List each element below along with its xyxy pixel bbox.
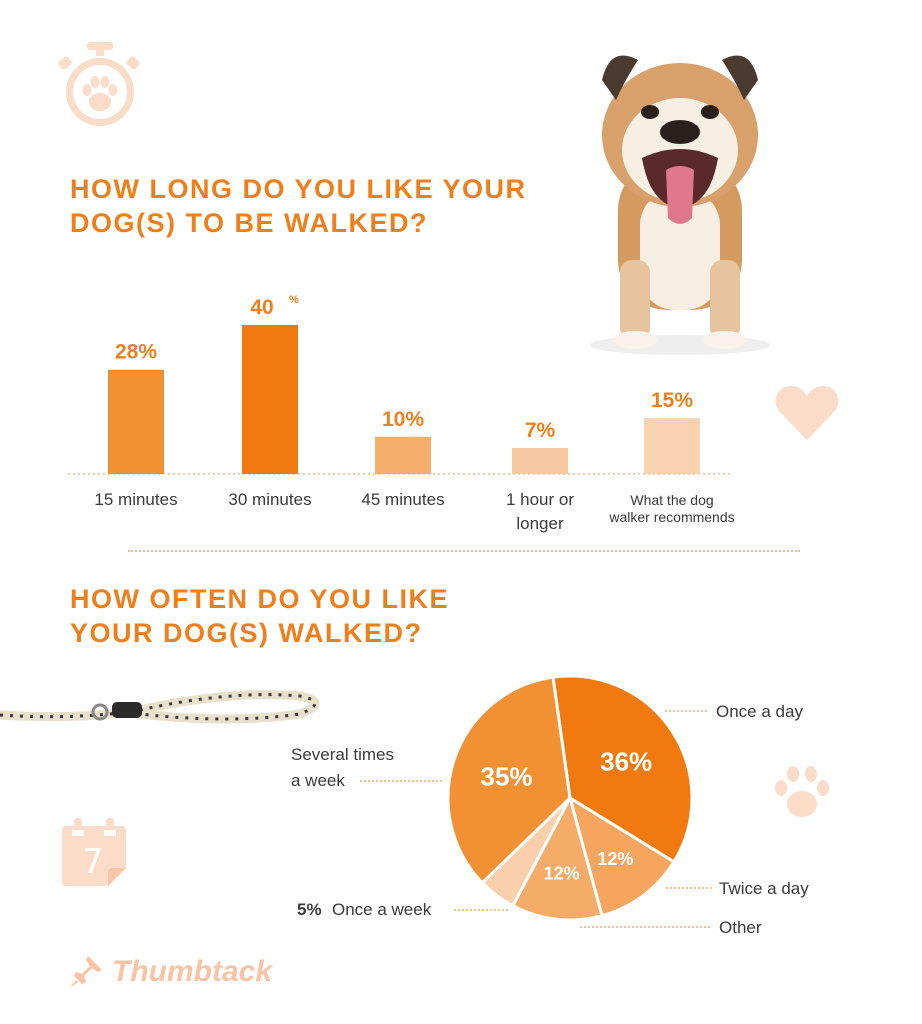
pie-chart: 36% 12% 12% 35% Once a day Several times a …	[291, 674, 809, 937]
bulldog-photo	[590, 55, 770, 355]
leash-photo	[0, 690, 320, 724]
category-label-3: 45 minutes	[361, 490, 444, 509]
category-label-4-line-2: longer	[516, 514, 564, 533]
bar-value-label-1: 28%	[115, 341, 157, 364]
section-divider	[128, 550, 800, 552]
label-several-line-2: a week	[291, 771, 345, 790]
category-label-5-line-1: What the dog	[630, 492, 713, 508]
pie-value-label-other: 12%	[544, 863, 580, 883]
label-once-a-week-pct: 5%	[297, 900, 322, 919]
category-label-2: 30 minutes	[228, 490, 311, 509]
category-label-4-line-1: 1 hour or	[506, 490, 574, 509]
bar-value-label-4: 7%	[525, 419, 556, 442]
calendar-icon: 7	[62, 818, 126, 886]
section-1-title-line-1: HOW LONG DO YOU LIKE YOUR	[70, 174, 527, 204]
pie-slice-several-times-a-week	[446, 675, 572, 885]
bar-value-label-5: 15%	[651, 389, 693, 412]
pie-slice-twice-a-day	[567, 794, 676, 918]
category-label-5-line-2: walker recommends	[608, 509, 734, 525]
section-2-title-line-2: YOUR DOG(S) WALKED?	[70, 618, 423, 648]
thumbtack-pin-icon	[70, 956, 102, 988]
label-other: Other	[719, 918, 762, 937]
bar-chart: 28% 15 minutes 40 % 30 minutes 10% 45 minutes 7…	[68, 294, 735, 533]
pie-value-label-twice-a-day: 12%	[597, 849, 633, 869]
calendar-day: 7	[82, 842, 104, 882]
label-once-a-week: Once a week	[332, 900, 432, 919]
label-twice-a-day: Twice a day	[719, 879, 809, 898]
category-label-1: 15 minutes	[94, 490, 177, 509]
brand-name: Thumbtack	[112, 955, 273, 988]
bar-3	[375, 436, 431, 474]
pie-slice-other	[510, 793, 604, 922]
bar-1	[108, 369, 164, 474]
section-1-title-line-2: DOG(S) TO BE WALKED?	[70, 208, 428, 238]
bar-value-unit-2: %	[289, 294, 299, 306]
bar-5	[644, 418, 700, 474]
paw-icon	[775, 766, 829, 817]
section-2-title: HOW OFTEN DO YOU LIKE YOUR DOG(S) WALKED…	[70, 582, 449, 650]
stopwatch-paw-icon	[58, 42, 140, 126]
bar-2	[242, 325, 298, 474]
bar-value-label-2: 40	[250, 296, 273, 319]
bar-value-label-3: 10%	[382, 408, 424, 431]
label-several-line-1: Several times	[291, 745, 394, 764]
heart-icon	[775, 386, 839, 440]
label-once-a-day: Once a day	[716, 702, 803, 721]
section-1-title: HOW LONG DO YOU LIKE YOUR DOG(S) TO BE W…	[70, 172, 527, 240]
pie-value-label-once-a-day: 36%	[600, 746, 652, 776]
section-2-title-line-1: HOW OFTEN DO YOU LIKE	[70, 584, 450, 614]
pie-value-label-several-times-a-week: 35%	[481, 761, 533, 791]
pie-slice-once-a-day	[551, 674, 694, 864]
bar-4	[512, 447, 568, 474]
brand-logo: Thumbtack	[68, 952, 272, 992]
